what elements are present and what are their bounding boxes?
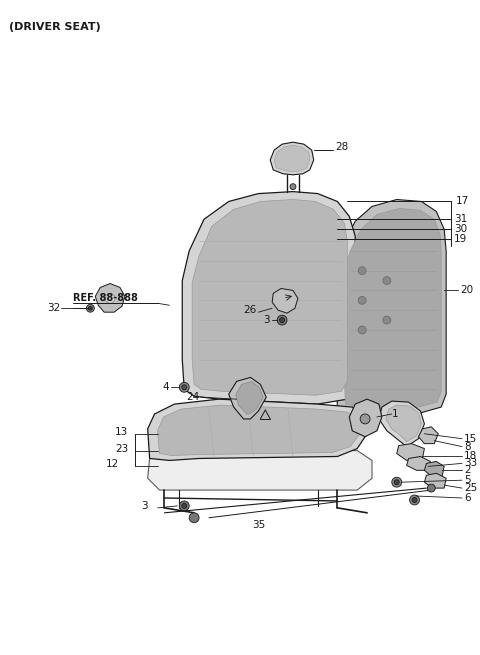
Circle shape: [412, 498, 417, 502]
Polygon shape: [379, 401, 424, 447]
Text: 18: 18: [464, 451, 477, 462]
Text: 20: 20: [460, 286, 473, 295]
Text: 15: 15: [464, 434, 477, 443]
Circle shape: [180, 383, 189, 392]
Polygon shape: [343, 208, 441, 408]
Circle shape: [392, 477, 402, 487]
Circle shape: [427, 484, 435, 492]
Circle shape: [360, 414, 370, 424]
Polygon shape: [228, 377, 266, 419]
Text: REF. 88-888: REF. 88-888: [72, 293, 137, 303]
Circle shape: [290, 183, 296, 190]
Text: 3: 3: [141, 501, 148, 511]
Polygon shape: [349, 399, 382, 437]
Polygon shape: [272, 288, 298, 313]
Circle shape: [189, 513, 199, 523]
Text: 23: 23: [115, 443, 128, 453]
Text: 28: 28: [336, 142, 348, 152]
Text: 1: 1: [392, 409, 398, 419]
Polygon shape: [182, 192, 355, 404]
Text: 6: 6: [464, 493, 470, 503]
Circle shape: [383, 316, 391, 324]
Polygon shape: [386, 405, 421, 441]
Circle shape: [358, 296, 366, 305]
Polygon shape: [419, 427, 438, 443]
Circle shape: [409, 495, 420, 505]
Polygon shape: [274, 145, 310, 172]
Circle shape: [394, 479, 399, 485]
Text: 30: 30: [454, 224, 467, 234]
Polygon shape: [336, 200, 446, 414]
Polygon shape: [157, 405, 359, 455]
Polygon shape: [424, 461, 444, 476]
Text: 4: 4: [163, 383, 169, 392]
Text: 31: 31: [454, 214, 468, 224]
Polygon shape: [96, 284, 125, 312]
Text: 25: 25: [464, 483, 477, 493]
Polygon shape: [236, 381, 264, 414]
Text: 17: 17: [456, 196, 469, 206]
Circle shape: [182, 385, 187, 390]
Text: 26: 26: [243, 305, 256, 315]
Text: 24: 24: [186, 392, 199, 402]
Text: 5: 5: [464, 475, 470, 485]
Circle shape: [280, 318, 285, 322]
Circle shape: [383, 276, 391, 284]
Text: 13: 13: [115, 427, 128, 437]
Text: 32: 32: [48, 303, 60, 313]
Polygon shape: [424, 474, 446, 488]
Text: (DRIVER SEAT): (DRIVER SEAT): [9, 22, 101, 31]
Circle shape: [88, 307, 92, 310]
Text: 2: 2: [464, 465, 470, 476]
Polygon shape: [407, 457, 431, 470]
Text: 35: 35: [252, 519, 265, 530]
Polygon shape: [148, 399, 367, 460]
Text: 19: 19: [454, 234, 468, 244]
Polygon shape: [148, 451, 372, 490]
Polygon shape: [270, 142, 314, 175]
Circle shape: [277, 315, 287, 325]
Polygon shape: [192, 200, 348, 395]
Circle shape: [180, 501, 189, 511]
Circle shape: [182, 504, 187, 508]
Circle shape: [358, 267, 366, 274]
Text: 3: 3: [264, 315, 270, 325]
Text: 8: 8: [464, 441, 470, 451]
Circle shape: [358, 326, 366, 334]
Polygon shape: [397, 443, 424, 460]
Circle shape: [105, 293, 115, 303]
Text: 33: 33: [464, 458, 477, 468]
Circle shape: [86, 305, 94, 312]
Text: 12: 12: [106, 459, 120, 470]
